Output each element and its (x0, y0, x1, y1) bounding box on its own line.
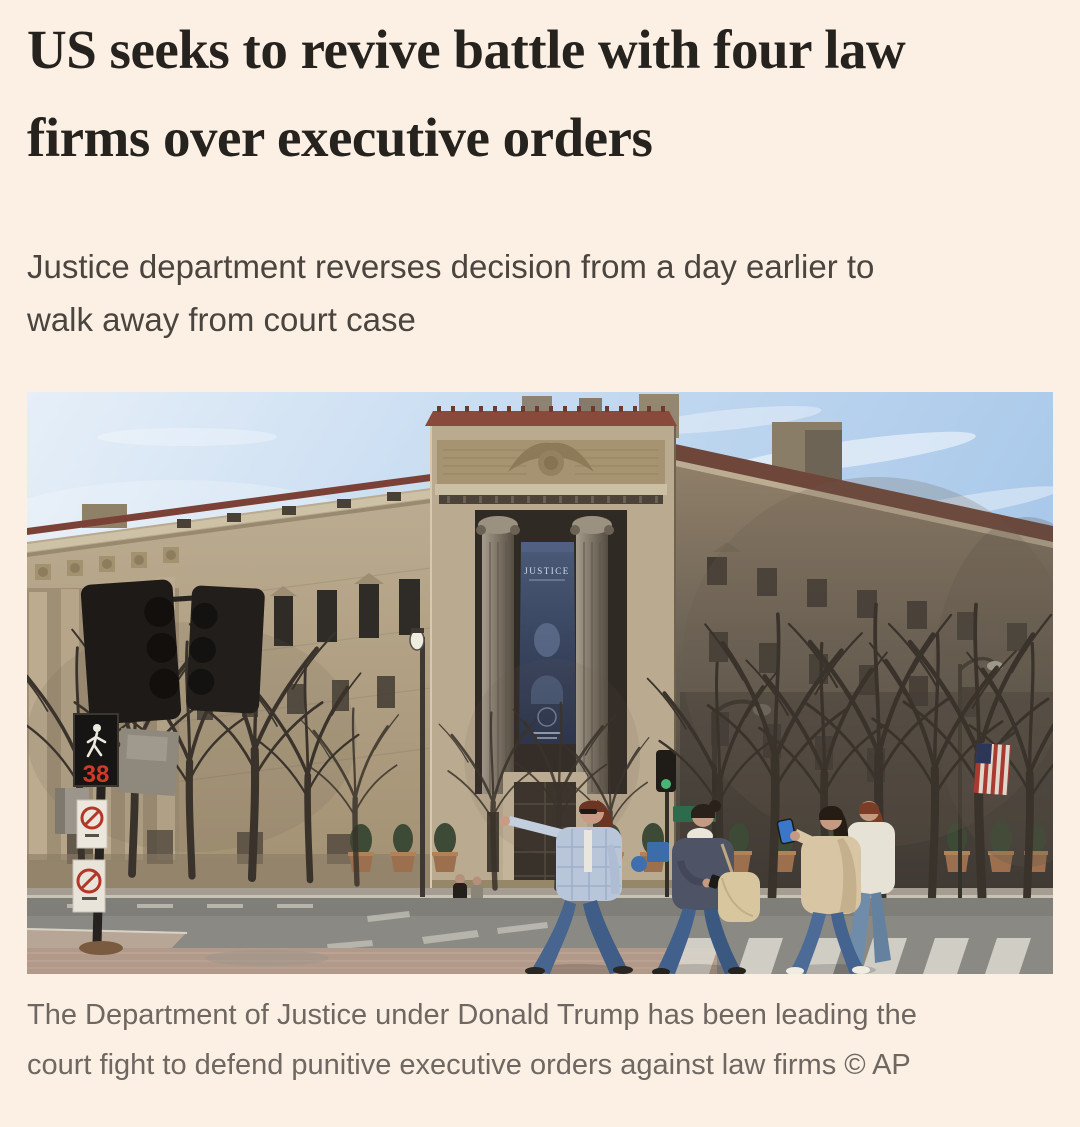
countdown-text: 38 (83, 761, 110, 788)
building-corner-pavilion: JUSTICE (425, 406, 677, 897)
zebra-crosswalk (675, 938, 1031, 974)
standfirst-line-1: Justice department reverses decision fro… (27, 248, 875, 285)
street-sign-1 (76, 799, 108, 849)
american-flag (973, 730, 1016, 796)
caption-line-1: The Department of Justice under Donald T… (27, 999, 917, 1031)
street-lamp-left (409, 628, 425, 897)
pedestrian-2 (652, 800, 760, 974)
traffic-signal-head-1 (80, 579, 182, 725)
image-caption: The Department of Justice under Donald T… (27, 990, 1032, 1090)
justice-banner: JUSTICE (519, 542, 576, 744)
banner-justice-text: JUSTICE (524, 566, 570, 576)
attic-medallions (35, 547, 179, 580)
article-headline: US seeks to revive battle with four law … (27, 6, 1053, 182)
headline-line-2: firms over executive orders (27, 107, 653, 168)
eagle-frieze (437, 440, 665, 484)
traffic-signal-head-2 (186, 585, 265, 714)
standfirst-line-2: walk away from court case (27, 301, 416, 338)
photo-credit: © AP (844, 1049, 911, 1081)
article-image: JUSTICE (27, 392, 1053, 974)
street-sign-2 (72, 859, 106, 913)
caption-line-2: court fight to defend punitive executive… (27, 1049, 911, 1081)
street-furniture (409, 628, 1003, 932)
walk-icon (86, 724, 107, 758)
traffic-signal-assembly: 38 (55, 579, 265, 955)
pedestrian-1 (500, 800, 633, 974)
pedestrian-signal: 38 (73, 713, 180, 796)
bare-trees (27, 477, 1053, 897)
ionic-columns (476, 516, 614, 794)
pedestrians (500, 800, 895, 974)
article-standfirst: Justice department reverses decision fro… (27, 240, 1027, 346)
pedestrian-3 (776, 805, 870, 974)
article-page: US seeks to revive battle with four law … (0, 6, 1080, 1090)
headline-line-1: US seeks to revive battle with four law (27, 19, 906, 80)
doj-building-photo: JUSTICE (27, 392, 1053, 974)
pedestrian-4 (847, 801, 895, 964)
